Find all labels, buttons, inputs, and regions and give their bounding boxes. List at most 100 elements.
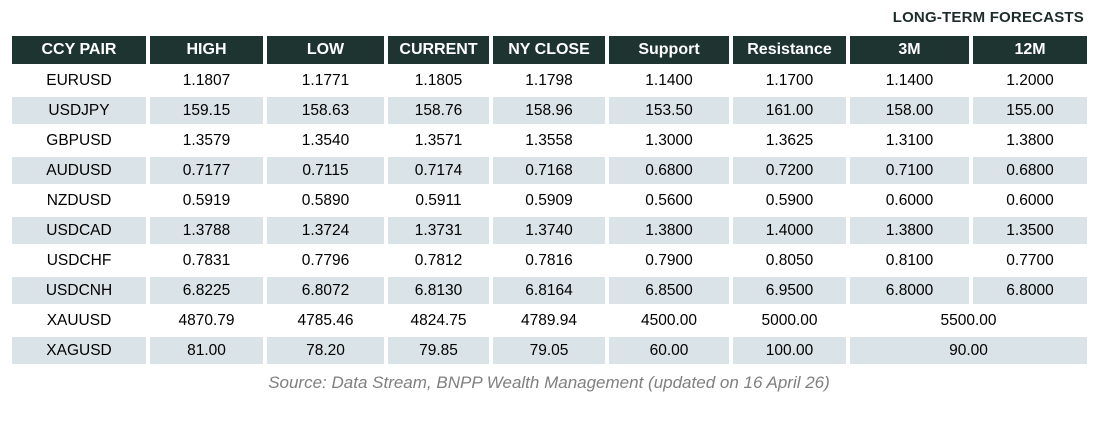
fx-forecast-table: CCY PAIR HIGH LOW CURRENT NY CLOSE Suppo…: [8, 33, 1091, 367]
current-cell: 1.1805: [388, 67, 489, 94]
current-cell: 0.7174: [388, 157, 489, 184]
ccy-pair-cell: USDJPY: [12, 97, 146, 124]
header-ccy-pair: CCY PAIR: [12, 36, 146, 64]
high-cell: 159.15: [150, 97, 263, 124]
support-cell: 1.3800: [609, 217, 729, 244]
table-row: NZDUSD 0.5919 0.5890 0.5911 0.5909 0.560…: [12, 187, 1087, 214]
support-cell: 60.00: [609, 337, 729, 364]
forecast-12m-cell: 1.2000: [973, 67, 1087, 94]
low-cell: 78.20: [267, 337, 384, 364]
resistance-cell: 1.1700: [733, 67, 846, 94]
resistance-cell: 161.00: [733, 97, 846, 124]
ccy-pair-cell: USDCHF: [12, 247, 146, 274]
support-cell: 4500.00: [609, 307, 729, 334]
low-cell: 1.1771: [267, 67, 384, 94]
resistance-cell: 100.00: [733, 337, 846, 364]
ccy-pair-cell: USDCNH: [12, 277, 146, 304]
high-cell: 81.00: [150, 337, 263, 364]
resistance-cell: 0.5900: [733, 187, 846, 214]
table-row: XAGUSD 81.00 78.20 79.85 79.05 60.00 100…: [12, 337, 1087, 364]
title-bar: LONG-TERM FORECASTS: [0, 0, 1098, 33]
support-cell: 1.1400: [609, 67, 729, 94]
ccy-pair-cell: XAGUSD: [12, 337, 146, 364]
resistance-cell: 0.7200: [733, 157, 846, 184]
low-cell: 158.63: [267, 97, 384, 124]
forecast-3m-cell: 6.8000: [850, 277, 969, 304]
current-cell: 4824.75: [388, 307, 489, 334]
forecast-3m-cell: 1.3800: [850, 217, 969, 244]
forecast-12m-cell: 6.8000: [973, 277, 1087, 304]
current-cell: 0.7812: [388, 247, 489, 274]
header-resistance: Resistance: [733, 36, 846, 64]
high-cell: 0.5919: [150, 187, 263, 214]
support-cell: 0.5600: [609, 187, 729, 214]
table-row: USDCHF 0.7831 0.7796 0.7812 0.7816 0.790…: [12, 247, 1087, 274]
low-cell: 0.7796: [267, 247, 384, 274]
header-3m: 3M: [850, 36, 969, 64]
high-cell: 1.3788: [150, 217, 263, 244]
header-low: LOW: [267, 36, 384, 64]
source-note: Source: Data Stream, BNPP Wealth Managem…: [268, 373, 830, 392]
ccy-pair-cell: NZDUSD: [12, 187, 146, 214]
ny-close-cell: 0.7168: [493, 157, 605, 184]
high-cell: 0.7831: [150, 247, 263, 274]
ccy-pair-cell: USDCAD: [12, 217, 146, 244]
ny-close-cell: 1.3740: [493, 217, 605, 244]
ny-close-cell: 79.05: [493, 337, 605, 364]
table-row: GBPUSD 1.3579 1.3540 1.3571 1.3558 1.300…: [12, 127, 1087, 154]
ny-close-cell: 6.8164: [493, 277, 605, 304]
table-row: USDCAD 1.3788 1.3724 1.3731 1.3740 1.380…: [12, 217, 1087, 244]
forecast-3m-cell: 0.8100: [850, 247, 969, 274]
forecast-12m-cell: 1.3500: [973, 217, 1087, 244]
table-header: CCY PAIR HIGH LOW CURRENT NY CLOSE Suppo…: [12, 36, 1087, 64]
low-cell: 0.7115: [267, 157, 384, 184]
resistance-cell: 1.4000: [733, 217, 846, 244]
resistance-cell: 0.8050: [733, 247, 846, 274]
header-support: Support: [609, 36, 729, 64]
forecast-3m-cell: 158.00: [850, 97, 969, 124]
low-cell: 6.8072: [267, 277, 384, 304]
low-cell: 4785.46: [267, 307, 384, 334]
resistance-cell: 1.3625: [733, 127, 846, 154]
ny-close-cell: 1.3558: [493, 127, 605, 154]
high-cell: 6.8225: [150, 277, 263, 304]
support-cell: 0.7900: [609, 247, 729, 274]
forecast-3m-cell: 1.3100: [850, 127, 969, 154]
current-cell: 1.3571: [388, 127, 489, 154]
table-body: EURUSD 1.1807 1.1771 1.1805 1.1798 1.140…: [12, 67, 1087, 364]
current-cell: 6.8130: [388, 277, 489, 304]
forecast-12m-cell: 0.7700: [973, 247, 1087, 274]
table-row: XAUUSD 4870.79 4785.46 4824.75 4789.94 4…: [12, 307, 1087, 334]
low-cell: 1.3724: [267, 217, 384, 244]
ccy-pair-cell: GBPUSD: [12, 127, 146, 154]
forecast-3m-cell: 0.7100: [850, 157, 969, 184]
header-ny-close: NY CLOSE: [493, 36, 605, 64]
resistance-cell: 6.9500: [733, 277, 846, 304]
forecast-12m-cell: 0.6800: [973, 157, 1087, 184]
support-cell: 0.6800: [609, 157, 729, 184]
forecast-merged-cell: 90.00: [850, 337, 1087, 364]
ny-close-cell: 1.1798: [493, 67, 605, 94]
table-row: EURUSD 1.1807 1.1771 1.1805 1.1798 1.140…: [12, 67, 1087, 94]
ny-close-cell: 0.7816: [493, 247, 605, 274]
ccy-pair-cell: AUDUSD: [12, 157, 146, 184]
current-cell: 0.5911: [388, 187, 489, 214]
resistance-cell: 5000.00: [733, 307, 846, 334]
header-current: CURRENT: [388, 36, 489, 64]
ccy-pair-cell: XAUUSD: [12, 307, 146, 334]
support-cell: 153.50: [609, 97, 729, 124]
ny-close-cell: 0.5909: [493, 187, 605, 214]
header-12m: 12M: [973, 36, 1087, 64]
high-cell: 1.3579: [150, 127, 263, 154]
table-row: USDCNH 6.8225 6.8072 6.8130 6.8164 6.850…: [12, 277, 1087, 304]
high-cell: 4870.79: [150, 307, 263, 334]
table-row: AUDUSD 0.7177 0.7115 0.7174 0.7168 0.680…: [12, 157, 1087, 184]
low-cell: 0.5890: [267, 187, 384, 214]
header-high: HIGH: [150, 36, 263, 64]
forecast-12m-cell: 1.3800: [973, 127, 1087, 154]
forecast-12m-cell: 0.6000: [973, 187, 1087, 214]
current-cell: 158.76: [388, 97, 489, 124]
forecast-merged-cell: 5500.00: [850, 307, 1087, 334]
ccy-pair-cell: EURUSD: [12, 67, 146, 94]
